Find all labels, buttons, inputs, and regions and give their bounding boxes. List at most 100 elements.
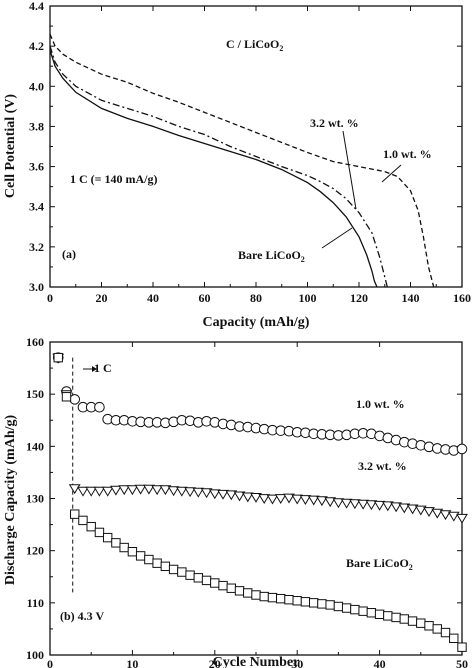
panel-b-point-triangle	[299, 495, 312, 505]
panel-b-point-square	[292, 596, 302, 606]
panel-a-system-label: C / LiCoO2	[226, 37, 283, 53]
panel-a-x-tick-label: 0	[47, 291, 53, 305]
panel-b-point-circle	[456, 443, 468, 455]
panel-a-x-tick-labels: 0 20 40 60 80 100 120 140 160	[47, 291, 471, 305]
panel-b-point-triangle	[316, 496, 328, 507]
panel-b-point-square	[86, 521, 96, 532]
panel-b-label-1-0: 1.0 wt. %	[356, 397, 405, 411]
panel-a-curve-label_32	[49, 45, 388, 288]
panel-b-point-square	[152, 558, 162, 568]
panel-b-point-triangle	[143, 484, 155, 495]
panel-b-point-square	[144, 554, 154, 565]
panel-a-curve-label_10	[49, 33, 435, 288]
panel-a-rate-label: 1 C (= 140 mA/g)	[70, 172, 158, 186]
panel-a-x-tick-label: 140	[402, 291, 420, 305]
panel-b-point-square	[391, 612, 401, 623]
panel-a-x-tick-label: 80	[250, 291, 262, 305]
panel-b-point-square	[135, 551, 146, 561]
panel-b-point-triangle	[217, 489, 229, 500]
panel-b-point-square	[210, 578, 220, 588]
panel-b-point-square	[350, 604, 360, 615]
panel-b-point-triangle	[77, 486, 89, 497]
panel-b-point-square	[341, 603, 352, 613]
panel-b-series-label_10	[52, 352, 468, 456]
panel-b-point-triangle	[406, 504, 419, 515]
panel-b-point-square	[449, 633, 459, 644]
panel-b-point-circle	[94, 401, 105, 413]
panel-b-point-triangle	[324, 497, 337, 508]
panel-b-point-triangle	[456, 513, 468, 524]
panel-a-y-tick-label: 3.0	[29, 280, 44, 294]
panel-b-point-triangle	[266, 494, 279, 505]
panel-b-point-square	[284, 595, 294, 605]
panel-b-point-triangle	[258, 494, 271, 504]
panel-b-point-square	[267, 592, 278, 603]
panel-b-point-triangle	[110, 485, 122, 496]
panel-a-pointer-1-0	[381, 164, 402, 183]
panel-a-y-tick-labels: 3.0 3.2 3.4 3.6 3.8 4.0 4.2 4.4	[29, 0, 44, 294]
panel-b-point-triangle	[291, 494, 304, 505]
panel-b-point-square	[407, 616, 418, 626]
panel-b-point-triangle	[241, 492, 254, 503]
panel-b-point-square	[358, 606, 368, 616]
panel-b-rate-label: 1 C	[94, 361, 112, 375]
panel-b-x-tick-label: 0	[47, 657, 53, 668]
panel-a-y-tick-label: 4.4	[29, 0, 44, 13]
panel-b-point-triangle	[68, 484, 81, 495]
panel-b-point-triangle	[414, 505, 427, 516]
panel-b-y-tick-label: 120	[26, 544, 44, 558]
panel-b-point-triangle	[274, 494, 287, 504]
panel-a-label-3-2: 3.2 wt. %	[310, 116, 359, 130]
panel-b-point-square	[317, 599, 327, 609]
panel-b-x-tick-labels: 0 10 20 30 40 50	[47, 657, 468, 668]
panel-b-point-square	[424, 621, 434, 631]
panel-b-point-square	[53, 352, 63, 363]
panel-b-rate-arrowhead	[92, 366, 97, 372]
panel-b-point-triangle	[390, 502, 402, 513]
panel-b-point-triangle	[373, 500, 386, 511]
panel-b-point-square	[218, 580, 228, 591]
panel-b-point-circle	[69, 394, 81, 405]
panel-b-point-triangle	[184, 487, 196, 498]
panel-b-point-triangle	[208, 489, 221, 500]
panel-b-point-square	[440, 627, 451, 638]
panel-b-y-tick-label: 100	[26, 648, 44, 662]
panel-b-point-triangle	[431, 508, 444, 519]
panel-a-y-tick-label: 3.6	[29, 160, 44, 174]
panel-b-point-square	[259, 591, 269, 602]
panel-b-point-square	[432, 624, 442, 634]
panel-b-panel-label: (b) 4.3 V	[60, 609, 104, 623]
panel-b-point-triangle	[439, 510, 452, 521]
panel-a-ticks	[49, 5, 463, 288]
panel-b-point-triangle	[250, 493, 262, 503]
panel-b-point-triangle	[134, 484, 147, 495]
panel-b-x-axis-title: Cycle Number	[213, 655, 300, 668]
panel-b-point-triangle	[151, 485, 163, 496]
panel-b-point-triangle	[175, 486, 188, 497]
panel-b-point-triangle	[126, 485, 139, 496]
panel-a-x-axis-title: Capacity (mAh/g)	[203, 315, 310, 330]
panel-b-y-tick-labels: 100 110 120 130 140 150 160	[26, 335, 44, 662]
panel-b-x-tick-label: 20	[209, 657, 221, 668]
panel-b-y-tick-label: 140	[26, 439, 44, 453]
panel-b-point-triangle	[167, 486, 180, 497]
panel-b-y-tick-label: 130	[26, 492, 44, 506]
panel-b-point-square	[374, 609, 385, 620]
panel-b-point-square	[78, 515, 88, 526]
panel-a-y-tick-label: 3.8	[29, 119, 44, 133]
panel-b-point-square	[226, 583, 236, 593]
panel-a: 0 20 40 60 80 100 120 140 160 3.0 3.2 3.4 3.6 3.8 4.0…	[3, 0, 471, 330]
panel-b-point-square	[333, 601, 344, 612]
panel-b-point-square	[94, 527, 105, 538]
panel-b-y-axis-title: Discharge Capacity (mAh/g)	[3, 415, 18, 586]
panel-b-point-square	[234, 586, 245, 596]
panel-b-point-square	[61, 392, 72, 402]
panel-b-point-square	[300, 597, 311, 607]
panel-b-point-square	[201, 575, 212, 586]
panel-b-point-square	[168, 564, 179, 575]
panel-b-point-square	[325, 600, 335, 610]
panel-b-point-triangle	[192, 487, 205, 498]
panel-b-point-square	[416, 618, 426, 628]
panel-b-point-triangle	[340, 498, 353, 509]
panel-b-point-square	[119, 542, 129, 553]
